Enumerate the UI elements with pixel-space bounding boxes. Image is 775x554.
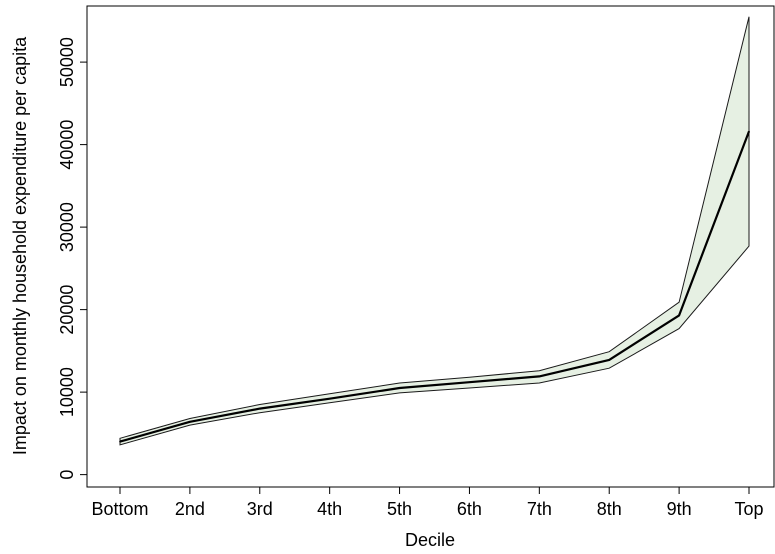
x-axis: Bottom 2nd 3rd 4th 5th 6th 7th 8th 9th Top	[91, 487, 764, 519]
series-line-layer	[119, 130, 751, 443]
x-tick-label: 7th	[527, 499, 552, 519]
y-axis-title: Impact on monthly household expenditure …	[10, 36, 30, 455]
data-point-top	[748, 130, 750, 133]
series-line-0	[119, 131, 751, 443]
x-tick-label: 5th	[387, 499, 412, 519]
y-tick-label: 20000	[57, 285, 77, 335]
plot-frame	[86, 5, 775, 488]
y-axis: 0 10000 20000 30000 40000 50000	[57, 37, 87, 480]
data-point-bottom	[119, 440, 121, 443]
x-tick-label: Top	[734, 499, 763, 519]
data-point-5th	[398, 387, 401, 389]
y-tick-label: 50000	[57, 37, 77, 87]
data-point-2nd	[189, 421, 191, 423]
data-point-3rd	[258, 407, 261, 410]
y-tick-label: 30000	[57, 202, 77, 252]
data-point-4th	[328, 397, 331, 400]
confidence-band-layer	[119, 16, 750, 446]
x-tick-label: 9th	[667, 499, 692, 519]
y-tick-label: 0	[57, 470, 77, 480]
x-tick-label: 2nd	[175, 499, 205, 519]
data-point-8th	[608, 359, 611, 361]
x-tick-label: Bottom	[91, 499, 148, 519]
data-point-7th	[538, 375, 541, 378]
confidence-band	[119, 16, 750, 446]
x-tick-label: 3rd	[247, 499, 273, 519]
x-tick-label: 8th	[597, 499, 622, 519]
y-tick-label: 10000	[57, 367, 77, 417]
data-point-9th	[678, 314, 680, 317]
x-tick-label: 6th	[457, 499, 482, 519]
y-tick-label: 40000	[57, 120, 77, 170]
x-axis-title: Decile	[405, 530, 455, 550]
data-point-6th	[468, 381, 471, 384]
x-tick-label: 4th	[317, 499, 342, 519]
